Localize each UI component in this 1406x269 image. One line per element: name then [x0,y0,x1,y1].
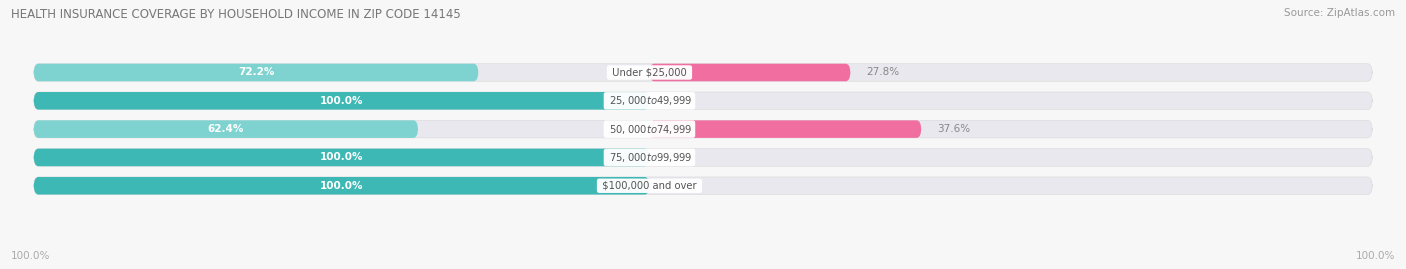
Text: HEALTH INSURANCE COVERAGE BY HOUSEHOLD INCOME IN ZIP CODE 14145: HEALTH INSURANCE COVERAGE BY HOUSEHOLD I… [11,8,461,21]
FancyBboxPatch shape [34,92,650,109]
Text: Source: ZipAtlas.com: Source: ZipAtlas.com [1284,8,1395,18]
Text: 0.0%: 0.0% [665,181,692,191]
Text: 100.0%: 100.0% [321,181,363,191]
Text: 100.0%: 100.0% [321,96,363,106]
Text: 100.0%: 100.0% [1355,251,1395,261]
Text: 62.4%: 62.4% [208,124,245,134]
Text: 100.0%: 100.0% [321,153,363,162]
FancyBboxPatch shape [34,177,1372,194]
FancyBboxPatch shape [34,64,1372,81]
Text: 0.0%: 0.0% [665,96,692,106]
FancyBboxPatch shape [34,177,650,194]
FancyBboxPatch shape [34,92,1372,109]
FancyBboxPatch shape [650,120,921,138]
Text: 72.2%: 72.2% [238,68,274,77]
FancyBboxPatch shape [650,64,851,81]
Text: 100.0%: 100.0% [11,251,51,261]
FancyBboxPatch shape [34,149,650,166]
FancyBboxPatch shape [34,64,478,81]
Text: $50,000 to $74,999: $50,000 to $74,999 [606,123,693,136]
Text: $75,000 to $99,999: $75,000 to $99,999 [606,151,693,164]
Text: $100,000 and over: $100,000 and over [599,181,700,191]
Text: 0.0%: 0.0% [665,153,692,162]
Text: 27.8%: 27.8% [866,68,900,77]
Text: 37.6%: 37.6% [938,124,970,134]
Text: $25,000 to $49,999: $25,000 to $49,999 [606,94,693,107]
FancyBboxPatch shape [34,120,418,138]
FancyBboxPatch shape [34,149,1372,166]
Text: Under $25,000: Under $25,000 [609,68,690,77]
FancyBboxPatch shape [34,120,1372,138]
